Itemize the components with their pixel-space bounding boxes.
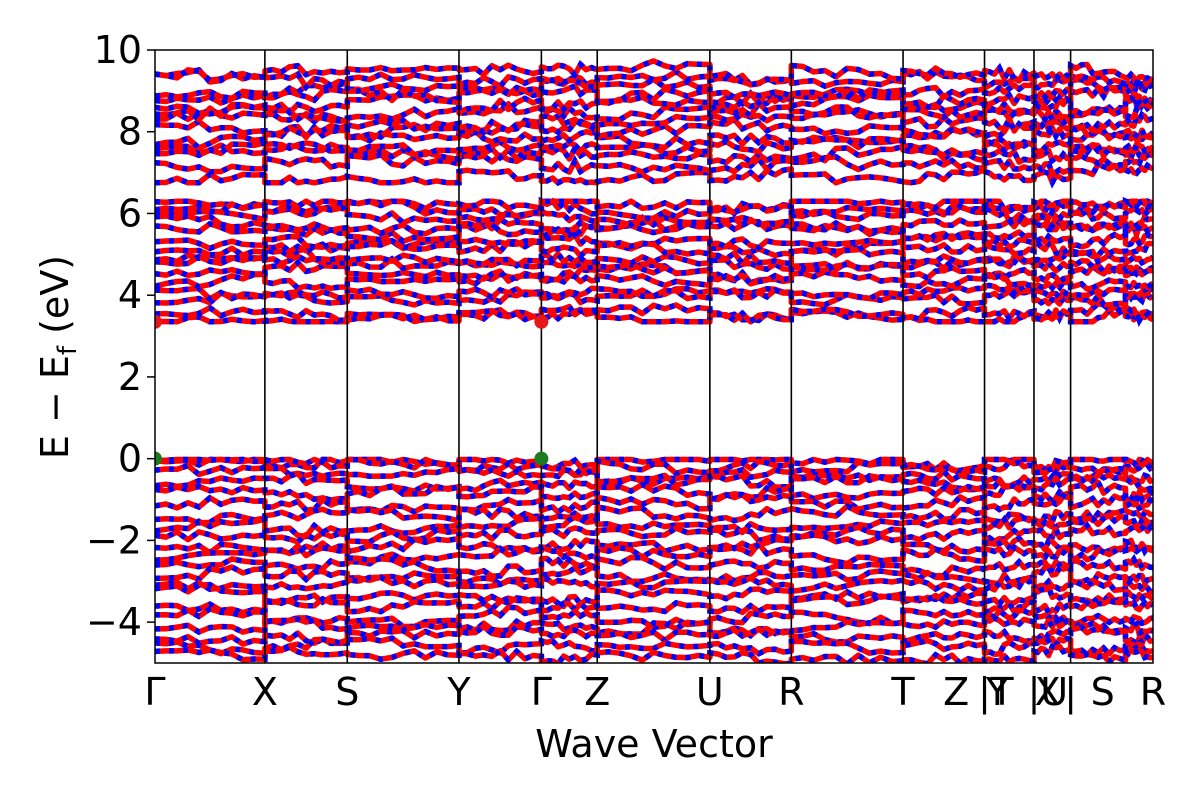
bands-layer: [155, 57, 1153, 663]
conduction-band-10-dash: [155, 215, 1153, 246]
y-tick-label-6: 8: [118, 110, 142, 154]
upper-band-5-dash: [155, 115, 1153, 143]
conduction-band-2-dash: [155, 285, 1153, 309]
upper-band-0-dash: [155, 160, 1153, 189]
upper-band-10-dash: [155, 73, 1153, 102]
y-axis-title-main: E − E: [33, 355, 77, 459]
x-tick-label-4: Γ: [531, 670, 552, 714]
conduction-band-14: [155, 198, 1153, 215]
valence-band-1: [155, 456, 1153, 478]
x-tick-label-5: Z: [584, 670, 610, 714]
valence-band-4-dash: [155, 477, 1153, 508]
y-tick-label-7: 10: [94, 28, 142, 72]
x-tick-label-11: Y: [985, 670, 1010, 714]
y-axis-title-subscript: f: [53, 345, 83, 355]
x-tick-label-10: |: [978, 670, 991, 715]
upper-band-1-dash: [155, 151, 1153, 178]
upper-band-7-dash: [155, 99, 1153, 128]
valence-band-3: [155, 470, 1153, 494]
conduction-band-12-dash: [155, 203, 1153, 229]
upper-band-12: [155, 58, 1153, 88]
x-axis-ticks: Γ X S Y Γ Z U R T Z |YT |XU| S R: [144, 670, 1166, 715]
valence-band-14-dash: [155, 581, 1153, 611]
valence-band-8-dash: [155, 519, 1153, 546]
plot-frame: [154, 49, 1154, 664]
x-tick-label-7: R: [778, 670, 804, 714]
x-tick-label-3: Y: [446, 670, 471, 714]
upper-band-4: [155, 123, 1153, 151]
y-axis-ticks: −4 −2 0 2 4 6 8 10: [86, 28, 155, 644]
x-tick-label-8: T: [890, 670, 915, 714]
valence-band-16: [155, 604, 1153, 631]
band-edge-marker-0: [155, 314, 162, 329]
upper-band-11-dash: [155, 66, 1153, 93]
valence-band-20-dash: [155, 643, 1153, 663]
y-tick-label-5: 6: [118, 191, 142, 235]
y-axis-title-unit: (eV): [33, 255, 77, 346]
x-tick-label-18: R: [1140, 670, 1166, 714]
valence-band-10-dash: [155, 537, 1153, 567]
valence-band-5-dash: [155, 491, 1153, 516]
y-tick-label-2: 0: [118, 437, 142, 481]
x-tick-label-13: |: [1028, 670, 1041, 715]
band-edge-marker-3: [534, 451, 549, 466]
conduction-band-8-dash: [155, 236, 1153, 261]
upper-band-2-dash: [155, 140, 1153, 166]
x-tick-label-15: U: [1040, 670, 1068, 714]
x-axis-title: Wave Vector: [535, 722, 773, 766]
valence-band-13: [155, 574, 1153, 595]
valence-band-7-dash: [155, 511, 1153, 540]
y-tick-label-0: −4: [86, 600, 142, 644]
x-tick-label-2: S: [335, 670, 359, 714]
conduction-band-3-dash: [155, 279, 1153, 303]
x-tick-label-12: T: [989, 670, 1014, 714]
conduction-band-6-dash: [155, 251, 1153, 279]
valence-band-18: [155, 622, 1153, 647]
y-tick-label-3: 2: [118, 355, 142, 399]
band-edge-marker-2: [155, 451, 162, 466]
kpoint-divider-lines: [264, 50, 1072, 663]
x-tick-label-17: S: [1091, 670, 1115, 714]
x-tick-label-0: Γ: [144, 670, 165, 714]
conduction-band-9-dash: [155, 231, 1153, 253]
valence-band-9: [155, 532, 1153, 556]
conduction-band-1-dash: [155, 300, 1153, 326]
y-tick-label-4: 4: [118, 273, 142, 317]
x-tick-label-6: U: [696, 670, 724, 714]
x-tick-label-16: |: [1064, 670, 1077, 715]
band-edge-marker-1: [534, 314, 549, 329]
valence-band-11-dash: [155, 553, 1153, 579]
conduction-band-5-dash: [155, 258, 1153, 287]
valence-band-19-dash: [155, 634, 1153, 659]
conduction-band-7-dash: [155, 245, 1153, 270]
valence-band-2: [155, 462, 1153, 489]
band-edge-markers: [155, 314, 549, 466]
x-tick-label-9: Z: [943, 670, 969, 714]
valence-band-17-dash: [155, 612, 1153, 641]
x-tick-label-1: X: [252, 670, 278, 714]
y-tick-label-1: −2: [86, 518, 142, 562]
y-axis-title: E − Ef (eV): [33, 255, 83, 459]
upper-band-3-dash: [155, 134, 1153, 162]
valence-band-15-dash: [155, 592, 1153, 618]
x-tick-label-14: X: [1035, 670, 1061, 714]
valence-band-6-dash: [155, 502, 1153, 528]
